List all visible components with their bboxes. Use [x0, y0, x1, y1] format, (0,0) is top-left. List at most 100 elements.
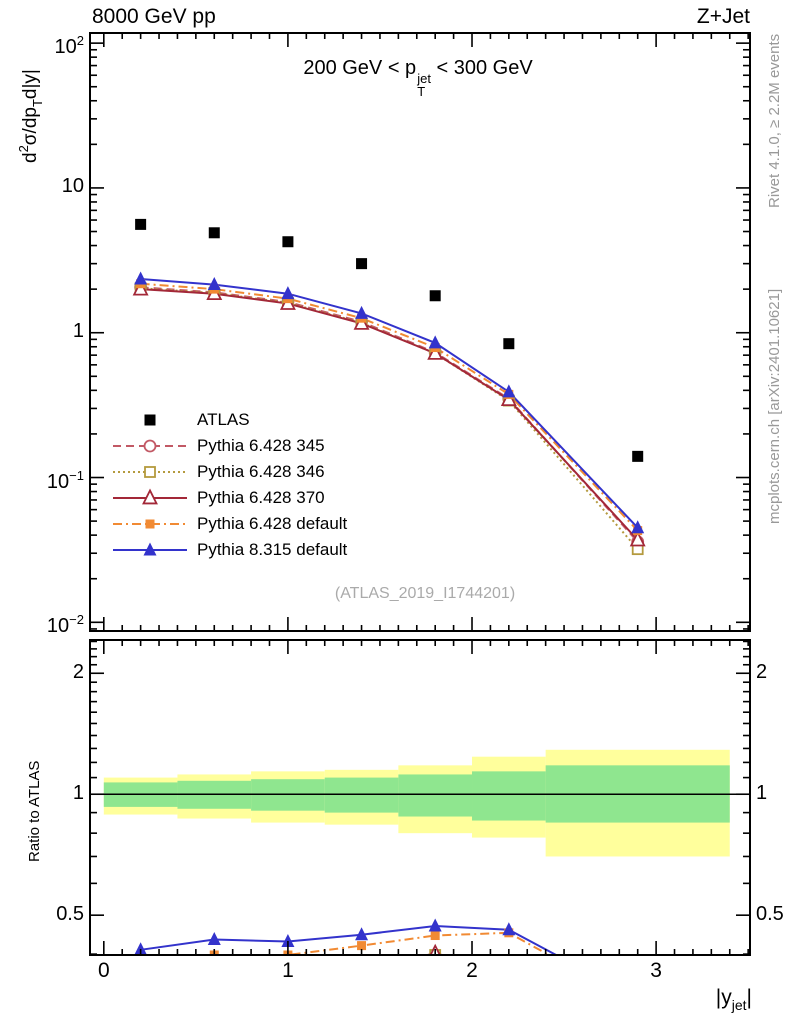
- marker-square-filled: [357, 941, 367, 951]
- legend-label-pythia-6-428-345: Pythia 6.428 345: [197, 436, 325, 455]
- xlabel-p2: |: [746, 986, 752, 1009]
- marker-circle-open: [135, 980, 146, 991]
- main-y-axis-title: d2σ/dpTd|y|: [16, 69, 45, 163]
- ratio-y-tick-label-left: 2: [72, 661, 84, 684]
- main-panel-frame: [89, 32, 751, 632]
- marker-square-filled: [632, 450, 644, 462]
- main-series: [132, 218, 646, 556]
- series-line-pythia-6-428-346: [435, 953, 436, 954]
- ratio-series: [134, 918, 644, 1024]
- legend-label-atlas: ATLAS: [197, 410, 250, 429]
- marker-triangle-open: [502, 965, 515, 978]
- marker-circle-open: [209, 977, 220, 988]
- cut-annotation: 200 GeV < p jet T < 300 GeV: [303, 57, 532, 98]
- main-y-tick-label: 10: [61, 174, 84, 197]
- ratio-y-axis-title: Ratio to ATLAS: [26, 760, 43, 862]
- annotation-sub: T: [417, 84, 426, 99]
- marker-triangle-filled: [134, 271, 148, 285]
- marker-square-filled: [503, 338, 515, 350]
- marker-triangle-filled: [134, 942, 147, 954]
- marker-square-filled: [282, 236, 294, 248]
- marker-square-open: [209, 980, 219, 990]
- xlabel-sub: jet: [731, 997, 747, 1013]
- marker-square-open: [144, 466, 156, 478]
- marker-square-filled: [144, 414, 156, 426]
- ylabel-p1: d: [20, 152, 41, 163]
- marker-triangle-filled: [355, 927, 369, 941]
- marker-square-open: [136, 985, 146, 995]
- legend-label-pythia-6-428-346: Pythia 6.428 346: [197, 462, 325, 481]
- legend-label-pythia-6-428-370: Pythia 6.428 370: [197, 488, 325, 507]
- annotation-sup: jet: [417, 71, 431, 86]
- marker-triangle-filled: [143, 542, 157, 556]
- axis-ticks: [90, 33, 750, 955]
- x-axis-title: |yjet|: [716, 986, 752, 1013]
- main-y-tick-label: 10−1: [46, 467, 84, 493]
- marker-square-filled: [136, 963, 145, 972]
- marker-square-filled: [633, 1000, 642, 1009]
- ylabel-p2: σ/dp: [20, 107, 41, 146]
- series-line-pythia-6-428-345: [141, 957, 638, 1023]
- marker-triangle-filled: [502, 922, 516, 936]
- ratio-y-tick-label-right: 0.5: [756, 903, 784, 926]
- marker-square-filled: [356, 258, 368, 270]
- main-y-tick-label: 1: [72, 319, 84, 342]
- legend: [113, 414, 187, 556]
- ratio-y-tick-label-right: 1: [756, 782, 768, 805]
- marker-triangle-filled: [207, 931, 221, 945]
- marker-triangle-filled: [502, 384, 516, 398]
- main-y-tick-label: 10−2: [46, 612, 84, 638]
- marker-triangle-open: [631, 1012, 644, 1024]
- header-beam-energy: 8000 GeV pp: [92, 5, 216, 28]
- x-tick-label: 0: [97, 959, 110, 982]
- marker-square-filled: [135, 218, 147, 230]
- marker-triangle-filled: [281, 933, 295, 947]
- band-green: [472, 771, 546, 821]
- ylabel-sub: T: [30, 99, 45, 108]
- x-tick-label: 2: [466, 959, 478, 982]
- band-green: [324, 777, 399, 813]
- annotation-prefix: 200 GeV < p: [303, 57, 417, 79]
- marker-triangle-filled: [631, 991, 644, 1004]
- marker-triangle-open: [208, 967, 221, 980]
- legend-label-pythia-6-428-default: Pythia 6.428 default: [197, 514, 348, 533]
- marker-square-filled: [429, 290, 441, 302]
- annotation-suffix: < 300 GeV: [430, 57, 533, 79]
- annotation-pt-subsup: jet T: [417, 72, 431, 98]
- ratio-panel-frame: [89, 639, 751, 956]
- marker-triangle-open: [427, 343, 444, 360]
- ylabel-p3: d|y|: [20, 69, 41, 100]
- legend-label-pythia-8-315-default: Pythia 8.315 default: [197, 540, 348, 559]
- marker-triangle-open: [134, 972, 147, 985]
- ratio-y-tick-label-left: 0.5: [56, 903, 84, 926]
- marker-triangle-filled: [631, 520, 645, 534]
- main-y-tick-label: 102: [54, 33, 84, 59]
- marker-triangle-filled: [207, 277, 221, 291]
- marker-circle-open: [143, 439, 157, 453]
- band-green: [398, 774, 473, 817]
- ratio-y-tick-label-right: 2: [756, 661, 768, 684]
- x-tick-label: 3: [650, 959, 662, 982]
- marker-circle-open: [503, 972, 514, 983]
- marker-triangle-filled: [428, 918, 442, 932]
- analysis-watermark: (ATLAS_2019_I1744201): [334, 585, 516, 602]
- marker-square-filled: [145, 519, 155, 529]
- marker-triangle-filled: [281, 286, 295, 300]
- marker-circle-open: [632, 1017, 643, 1024]
- uncertainty-bands: [103, 749, 730, 857]
- ratio-y-tick-label-left: 1: [72, 782, 84, 805]
- xlabel-p1: |y: [715, 986, 732, 1009]
- marker-circle-open: [356, 972, 367, 983]
- marker-square-open: [504, 975, 514, 985]
- marker-triangle-open: [142, 488, 158, 505]
- mcplots-arxiv-note: mcplots.cern.ch [arXiv:2401.10621]: [766, 288, 783, 524]
- ylabel-sup: 2: [16, 145, 31, 153]
- header-process: Z+Jet: [696, 5, 750, 28]
- rivet-version-note: Rivet 4.1.0, ≥ 2.2M events: [766, 33, 783, 208]
- marker-square-filled: [208, 227, 220, 239]
- marker-triangle-open: [355, 963, 368, 976]
- marker-square-filled: [430, 931, 440, 941]
- marker-square-open: [357, 975, 367, 985]
- marker-triangle-open: [629, 530, 646, 547]
